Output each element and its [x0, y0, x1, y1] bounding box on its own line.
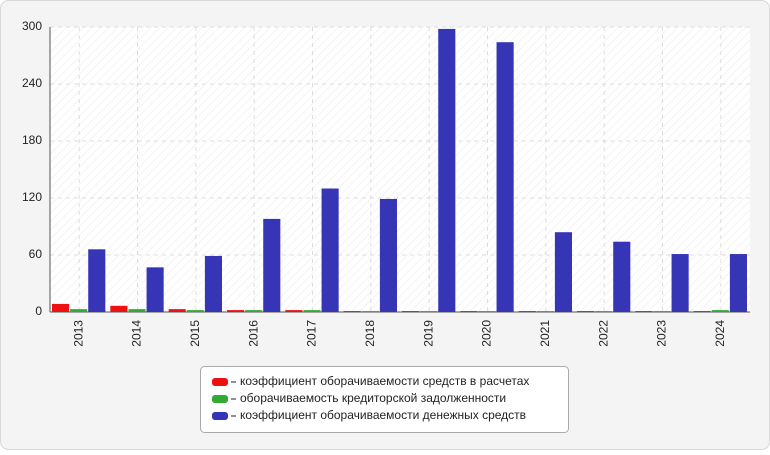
legend-label: оборачиваемость кредиторской задолженнос… — [240, 391, 506, 405]
bar — [379, 198, 397, 312]
x-tick-label: 2023 — [655, 320, 669, 347]
bar — [729, 254, 747, 312]
bar — [595, 311, 613, 312]
bar — [204, 255, 222, 312]
bar — [536, 311, 554, 312]
bar — [70, 309, 88, 312]
bar — [635, 311, 653, 312]
y-tick-label: 60 — [29, 247, 43, 261]
bar — [146, 267, 164, 312]
bar — [128, 309, 146, 312]
legend-label: коэффициент оборачиваемости средств в ра… — [240, 374, 529, 388]
x-tick-label: 2016 — [246, 320, 260, 347]
legend-swatch — [212, 412, 228, 420]
bar — [554, 232, 572, 312]
y-tick-label: 240 — [22, 76, 42, 90]
x-tick-label: 2019 — [421, 320, 435, 347]
bar — [168, 309, 186, 312]
bar — [438, 28, 456, 313]
x-tick-label: 2022 — [596, 320, 610, 347]
x-tick-label: 2015 — [188, 320, 202, 347]
legend — [200, 366, 569, 433]
legend-swatch — [212, 378, 228, 386]
x-tick-label: 2018 — [363, 320, 377, 347]
bar — [577, 311, 595, 312]
bar — [613, 241, 631, 312]
bar — [711, 310, 729, 312]
bar — [402, 311, 420, 312]
bar — [653, 311, 671, 312]
x-tick-label: 2021 — [538, 320, 552, 347]
x-tick-label: 2014 — [130, 320, 144, 347]
bar — [52, 303, 70, 312]
bar — [263, 218, 281, 312]
bar — [420, 311, 438, 312]
bar — [693, 311, 711, 312]
bar — [321, 188, 339, 312]
x-tick-label: 2013 — [71, 320, 85, 347]
y-tick-label: 300 — [22, 19, 42, 33]
bar — [245, 310, 263, 312]
legend-swatch — [212, 395, 228, 403]
plot-area — [50, 27, 750, 312]
x-tick-label: 2017 — [305, 320, 319, 347]
legend-label: коэффициент оборачиваемости денежных сре… — [240, 408, 526, 422]
x-tick-label: 2024 — [713, 320, 727, 347]
bar — [88, 249, 106, 312]
bar — [671, 254, 689, 312]
bar — [186, 310, 204, 312]
bar — [518, 311, 536, 312]
bar — [285, 310, 303, 312]
bar — [110, 305, 128, 312]
bar — [478, 311, 496, 312]
bar — [343, 311, 361, 312]
bar — [496, 42, 514, 312]
y-tick-label: 180 — [22, 133, 42, 147]
bar — [460, 311, 478, 312]
bar — [303, 310, 321, 312]
bar — [361, 311, 379, 312]
y-tick-label: 120 — [22, 190, 42, 204]
y-tick-label: 0 — [35, 304, 42, 318]
bar — [227, 310, 245, 312]
x-tick-label: 2020 — [480, 320, 494, 347]
